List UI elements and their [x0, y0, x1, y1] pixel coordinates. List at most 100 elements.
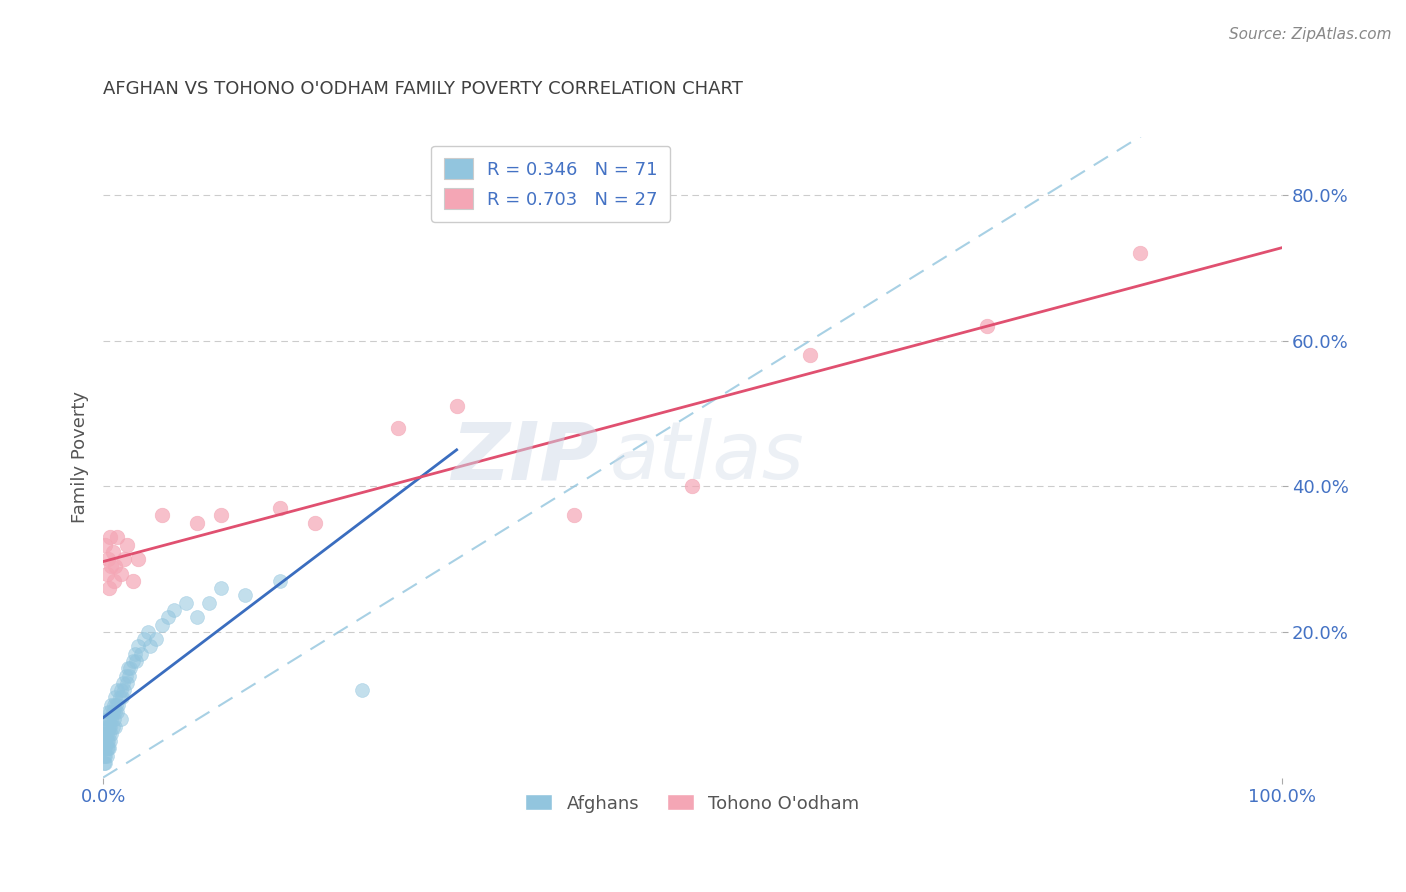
Point: [96, 741, 118, 756]
Point: [163, 603, 186, 617]
Point: [101, 705, 124, 719]
Point: [104, 559, 127, 574]
Point: [101, 720, 124, 734]
Point: [186, 610, 208, 624]
Point: [127, 640, 149, 654]
Text: Source: ZipAtlas.com: Source: ZipAtlas.com: [1229, 27, 1392, 42]
Point: [100, 559, 122, 574]
Point: [97, 552, 120, 566]
Point: [96, 566, 118, 581]
Point: [145, 632, 167, 647]
Point: [304, 516, 326, 530]
Point: [121, 574, 143, 588]
Point: [174, 596, 197, 610]
Point: [101, 545, 124, 559]
Point: [186, 516, 208, 530]
Point: [1129, 246, 1152, 260]
Point: [976, 318, 998, 333]
Point: [103, 712, 125, 726]
Point: [134, 632, 156, 647]
Point: [136, 624, 159, 639]
Point: [98, 727, 121, 741]
Point: [93, 734, 115, 748]
Point: [114, 668, 136, 682]
Point: [209, 508, 232, 523]
Point: [97, 705, 120, 719]
Point: [681, 479, 703, 493]
Point: [110, 683, 132, 698]
Y-axis label: Family Poverty: Family Poverty: [72, 391, 89, 523]
Point: [105, 683, 128, 698]
Point: [111, 690, 134, 705]
Point: [98, 720, 121, 734]
Point: [104, 705, 127, 719]
Point: [96, 748, 118, 763]
Point: [112, 676, 135, 690]
Point: [125, 654, 148, 668]
Point: [127, 552, 149, 566]
Point: [118, 668, 141, 682]
Point: [98, 530, 121, 544]
Point: [97, 741, 120, 756]
Point: [94, 727, 117, 741]
Text: atlas: atlas: [610, 418, 804, 496]
Point: [209, 581, 232, 595]
Point: [98, 705, 121, 719]
Point: [103, 698, 125, 712]
Point: [121, 654, 143, 668]
Point: [110, 712, 132, 726]
Point: [117, 661, 139, 675]
Text: AFGHAN VS TOHONO O'ODHAM FAMILY POVERTY CORRELATION CHART: AFGHAN VS TOHONO O'ODHAM FAMILY POVERTY …: [103, 80, 742, 98]
Point: [104, 720, 127, 734]
Point: [93, 727, 115, 741]
Point: [269, 574, 291, 588]
Point: [98, 734, 121, 748]
Point: [104, 690, 127, 705]
Point: [100, 712, 122, 726]
Point: [93, 756, 115, 770]
Point: [139, 640, 162, 654]
Point: [150, 617, 173, 632]
Point: [100, 698, 122, 712]
Point: [94, 741, 117, 756]
Point: [97, 720, 120, 734]
Point: [446, 399, 468, 413]
Point: [105, 698, 128, 712]
Point: [98, 741, 121, 756]
Point: [352, 683, 374, 698]
Point: [115, 676, 138, 690]
Point: [94, 720, 117, 734]
Point: [269, 501, 291, 516]
Point: [93, 748, 115, 763]
Point: [105, 530, 128, 544]
Point: [124, 647, 146, 661]
Point: [198, 596, 221, 610]
Point: [97, 734, 120, 748]
Point: [156, 610, 179, 624]
Point: [94, 756, 117, 770]
Point: [150, 508, 173, 523]
Point: [98, 581, 121, 595]
Point: [129, 647, 152, 661]
Point: [110, 566, 132, 581]
Point: [96, 734, 118, 748]
Point: [100, 727, 122, 741]
Text: ZIP: ZIP: [451, 418, 598, 496]
Point: [94, 734, 117, 748]
Point: [233, 589, 256, 603]
Point: [799, 348, 821, 362]
Point: [387, 421, 409, 435]
Point: [105, 705, 128, 719]
Point: [93, 741, 115, 756]
Point: [103, 574, 125, 588]
Point: [96, 727, 118, 741]
Point: [108, 690, 131, 705]
Point: [112, 552, 135, 566]
Point: [98, 712, 121, 726]
Point: [98, 720, 121, 734]
Legend: Afghans, Tohono O'odham: Afghans, Tohono O'odham: [519, 787, 866, 820]
Point: [115, 537, 138, 551]
Point: [94, 748, 117, 763]
Point: [94, 537, 117, 551]
Point: [96, 712, 118, 726]
